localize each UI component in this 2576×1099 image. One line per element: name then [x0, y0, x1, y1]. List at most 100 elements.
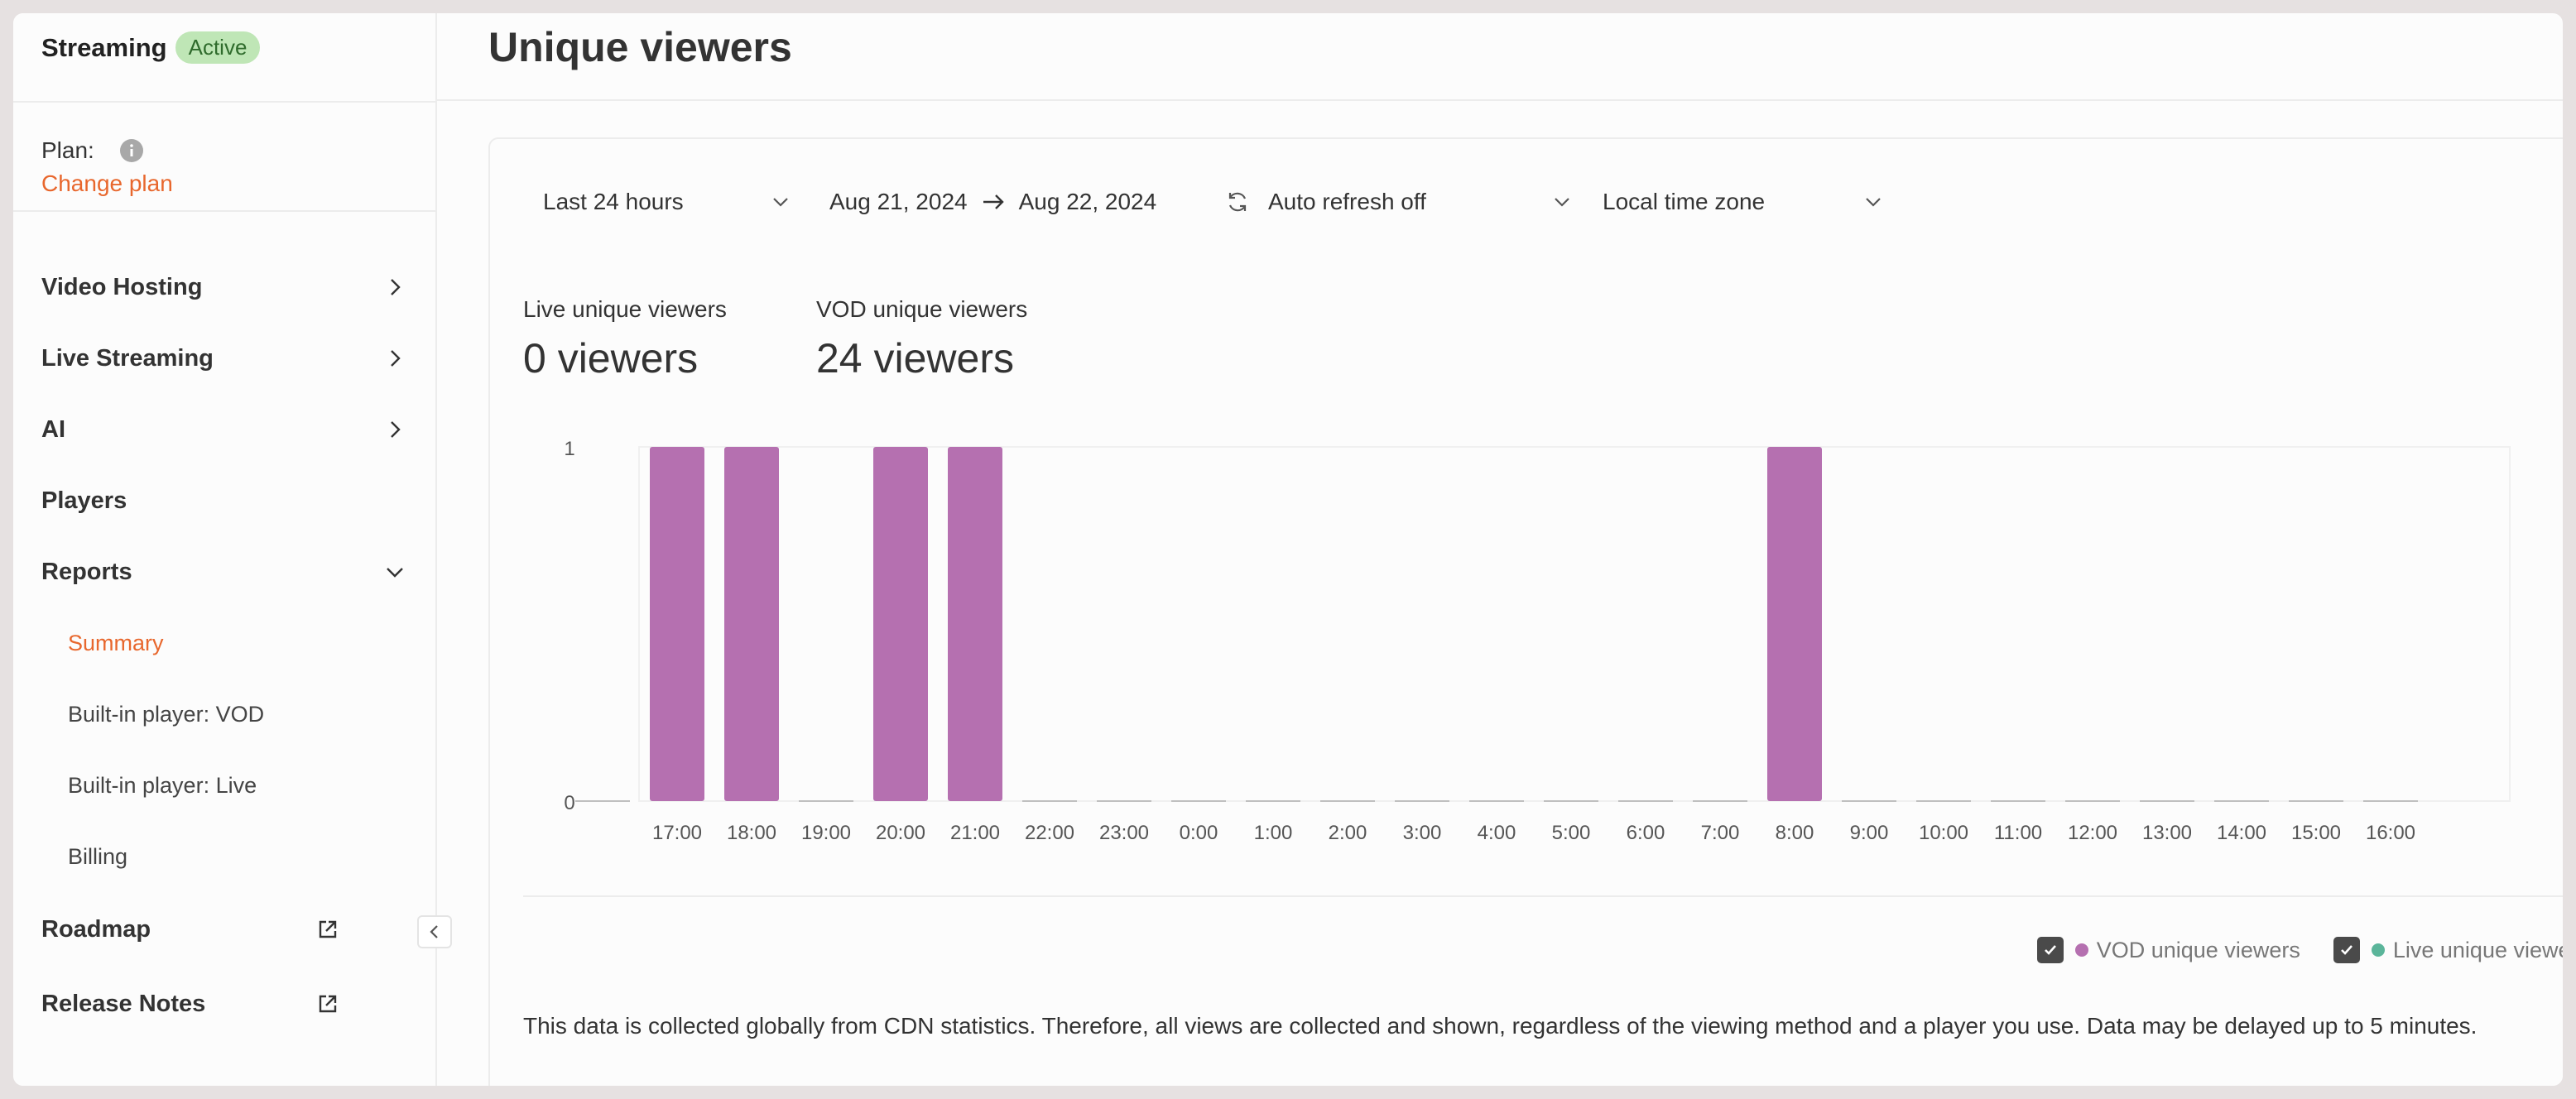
- x-tick-label: 21:00: [950, 822, 1000, 844]
- legend-label-vod: VOD unique viewers: [2096, 937, 2300, 962]
- chevron-right-icon: [391, 421, 401, 438]
- x-tick-label: 1:00: [1254, 822, 1293, 844]
- change-plan-link[interactable]: Change plan: [41, 170, 173, 196]
- vod-color-dot: [2074, 943, 2088, 957]
- sidebar-item-label: AI: [41, 415, 65, 443]
- x-tick-label: 4:00: [1478, 822, 1516, 844]
- x-tick-label: 19:00: [801, 822, 851, 844]
- bar-vod: [650, 447, 704, 801]
- sidebar-item-label: Release Notes: [41, 990, 206, 1017]
- legend-label-live: Live unique viewers: [2392, 937, 2563, 962]
- sidebar-item-builtin-player-vod[interactable]: Built-in player: VOD: [68, 693, 399, 735]
- sidebar-item-label: Summary: [68, 630, 164, 655]
- sidebar-item-summary[interactable]: Summary: [68, 622, 399, 664]
- page-title: Unique viewers: [488, 24, 792, 70]
- x-tick-label: 16:00: [2366, 822, 2415, 844]
- check-icon: [2340, 945, 2353, 955]
- legend-item-live[interactable]: Live unique viewers: [2333, 937, 2563, 963]
- live-stat: Live unique viewers 0 viewers: [523, 296, 727, 382]
- y-tick-label: 1: [564, 438, 574, 460]
- sidebar-item-players[interactable]: Players: [41, 480, 406, 521]
- sidebar-item-billing[interactable]: Billing: [68, 836, 399, 877]
- sidebar-item-label: Roadmap: [41, 915, 151, 943]
- chevron-right-icon: [391, 350, 401, 367]
- plan-label: Plan:: [41, 137, 94, 163]
- chevron-down-icon: [387, 568, 403, 578]
- sidebar-item-release-notes[interactable]: Release Notes: [41, 983, 406, 1025]
- date-range-picker[interactable]: Aug 21, 2024 Aug 22, 2024: [829, 177, 1156, 227]
- time-range-select[interactable]: Last 24 hours: [543, 177, 791, 227]
- vod-stat-value: 24 viewers: [816, 335, 1014, 382]
- bar-vod: [1767, 447, 1822, 801]
- x-tick-label: 6:00: [1627, 822, 1665, 844]
- refresh-icon: [1228, 192, 1247, 212]
- sidebar-collapse-button[interactable]: [417, 915, 452, 948]
- sidebar-item-label: Live Streaming: [41, 344, 214, 372]
- sidebar-item-roadmap[interactable]: Roadmap: [41, 909, 406, 950]
- divider: [13, 101, 437, 103]
- auto-refresh-select[interactable]: Auto refresh off: [1225, 177, 1573, 227]
- x-tick-label: 12:00: [2068, 822, 2117, 844]
- app-window: Streaming Active Plan: Change plan Video…: [13, 13, 2563, 1086]
- x-tick-label: 3:00: [1403, 822, 1442, 844]
- legend-item-vod[interactable]: VOD unique viewers: [2036, 937, 2300, 963]
- chart-legend: VOD unique viewers Live unique viewers: [2004, 933, 2563, 967]
- x-tick-label: 10:00: [1919, 822, 1968, 844]
- main-content: Unique viewers Last 24 hours Aug 21, 202…: [437, 13, 2563, 1086]
- x-tick-label: 2:00: [1329, 822, 1367, 844]
- sidebar-item-label: Video Hosting: [41, 273, 203, 300]
- sidebar-item-builtin-player-live[interactable]: Built-in player: Live: [68, 765, 399, 806]
- info-icon[interactable]: [119, 138, 144, 163]
- sidebar-item-ai[interactable]: AI: [41, 409, 406, 450]
- sidebar-item-label: Billing: [68, 843, 128, 869]
- divider: [13, 210, 437, 212]
- chevron-down-icon: [1866, 198, 1881, 207]
- status-badge: Active: [175, 31, 261, 64]
- sidebar-item-reports[interactable]: Reports: [41, 551, 406, 593]
- sidebar-item-video-hosting[interactable]: Video Hosting: [41, 266, 406, 308]
- vod-stat: VOD unique viewers 24 viewers: [816, 296, 1027, 382]
- x-tick-label: 20:00: [876, 822, 925, 844]
- sidebar-item-label: Reports: [41, 558, 132, 585]
- sidebar-item-live-streaming[interactable]: Live Streaming: [41, 338, 406, 379]
- vod-checkbox[interactable]: [2036, 937, 2064, 963]
- timezone-value: Local time zone: [1603, 189, 1766, 214]
- brand-title: Streaming: [41, 32, 167, 62]
- x-tick-label: 8:00: [1776, 822, 1814, 844]
- bar-vod: [724, 447, 779, 801]
- x-tick-label: 17:00: [652, 822, 702, 844]
- divider: [523, 895, 2563, 897]
- x-tick-label: 15:00: [2291, 822, 2341, 844]
- timezone-select[interactable]: Local time zone: [1603, 177, 1884, 227]
- check-icon: [2044, 945, 2056, 955]
- x-tick-label: 22:00: [1025, 822, 1074, 844]
- live-stat-value: 0 viewers: [523, 335, 699, 382]
- time-range-value: Last 24 hours: [543, 189, 684, 214]
- y-tick-label: 0: [564, 792, 574, 814]
- data-footnote: This data is collected globally from CDN…: [523, 1013, 2477, 1039]
- sidebar: Streaming Active Plan: Change plan Video…: [13, 13, 437, 1086]
- x-tick-label: 9:00: [1850, 822, 1889, 844]
- x-tick-label: 13:00: [2142, 822, 2192, 844]
- chevron-down-icon: [773, 198, 788, 207]
- chevron-right-icon: [391, 279, 401, 295]
- x-tick-label: 14:00: [2217, 822, 2266, 844]
- sidebar-item-label: Built-in player: VOD: [68, 701, 265, 727]
- auto-refresh-value: Auto refresh off: [1268, 189, 1426, 214]
- x-tick-label: 18:00: [727, 822, 776, 844]
- x-tick-label: 0:00: [1180, 822, 1218, 844]
- bar-vod: [948, 447, 1002, 801]
- bar-vod: [873, 447, 928, 801]
- sidebar-item-label: Built-in player: Live: [68, 772, 257, 798]
- date-to: Aug 22, 2024: [1018, 189, 1157, 214]
- chevron-left-icon: [430, 925, 438, 938]
- live-stat-label: Live unique viewers: [523, 296, 727, 322]
- brand: Streaming Active: [41, 31, 261, 64]
- vod-stat-label: VOD unique viewers: [816, 296, 1028, 322]
- x-tick-label: 7:00: [1701, 822, 1740, 844]
- sidebar-item-label: Players: [41, 487, 127, 514]
- external-link-icon: [319, 920, 337, 938]
- live-checkbox[interactable]: [2333, 937, 2360, 963]
- plan-row: Plan:: [41, 137, 144, 164]
- x-tick-label: 23:00: [1099, 822, 1149, 844]
